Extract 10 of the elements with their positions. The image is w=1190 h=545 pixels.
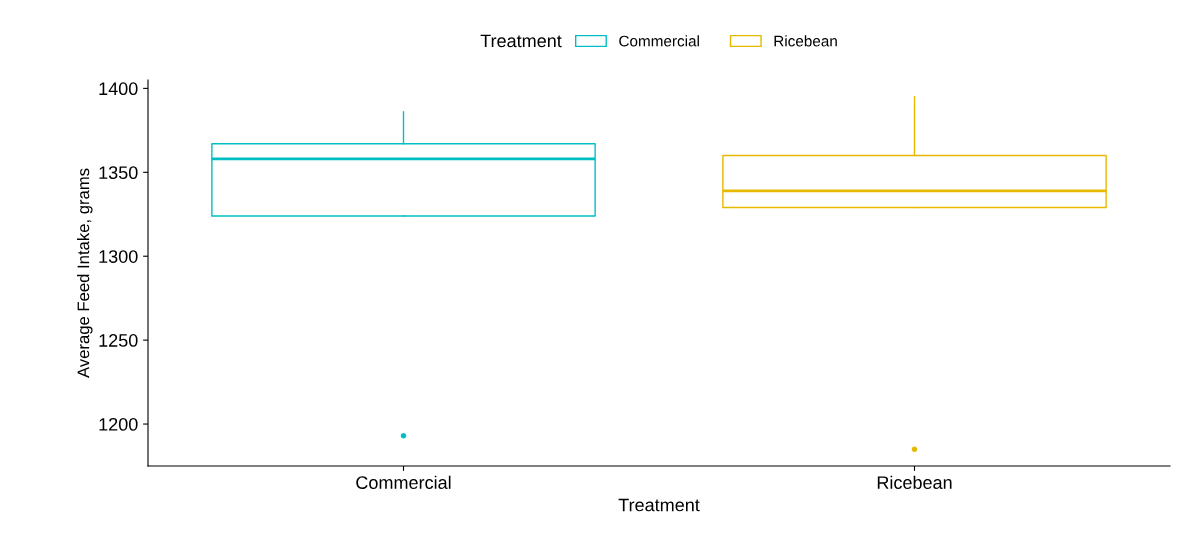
y-tick-label: 1300 xyxy=(99,250,138,263)
legend-label: Ricebean xyxy=(774,35,837,47)
y-axis-title: Average Feed Intake, grams xyxy=(77,168,93,378)
y-tick-label: 1200 xyxy=(99,417,138,431)
x-axis-title: Treatment xyxy=(618,498,700,512)
y-tick-label: 1250 xyxy=(99,334,138,347)
legend-label: Commercial xyxy=(619,35,699,47)
legend-title: Treatment xyxy=(480,34,562,48)
y-tick-label: 1350 xyxy=(99,166,138,180)
y-tick-label: 1400 xyxy=(99,82,138,96)
